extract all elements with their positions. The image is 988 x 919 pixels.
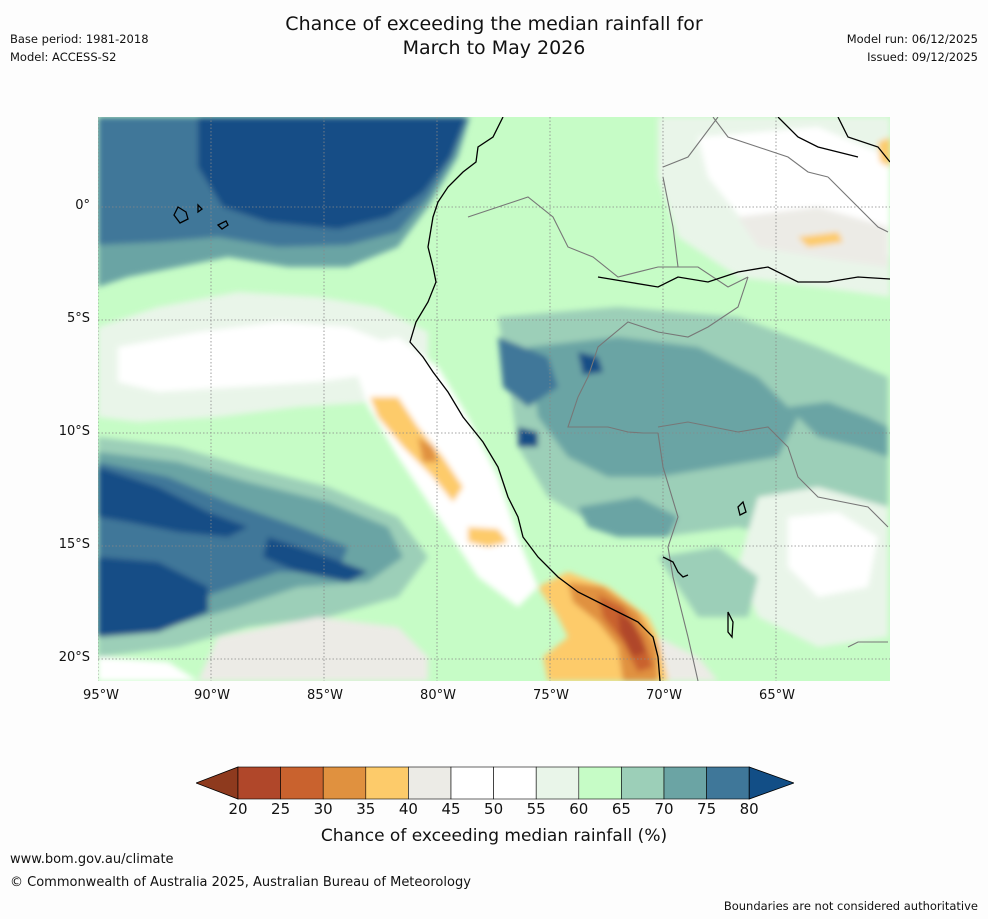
legend-tick-label: 45: [441, 800, 461, 818]
lon-label: 75°W: [533, 688, 569, 703]
legend-tick-label: 50: [484, 800, 504, 818]
lat-label: 15°S: [58, 537, 90, 552]
footer-note: Boundaries are not considered authoritat…: [723, 899, 978, 913]
lon-label: 95°W: [83, 688, 119, 703]
footer-url[interactable]: www.bom.gov.au/climate: [10, 852, 174, 867]
legend-tick-label: 55: [526, 800, 546, 818]
legend-arrow-low: [196, 766, 239, 800]
legend-tick-label: 80: [739, 800, 759, 818]
legend-swatch: [408, 766, 452, 800]
country-borders: [467, 117, 889, 681]
legend-tick-label: 75: [697, 800, 717, 818]
legend-swatch: [621, 766, 665, 800]
legend-tick-label: 30: [313, 800, 333, 818]
legend-swatch: [493, 766, 537, 800]
lon-label: 90°W: [194, 688, 230, 703]
model-name: Model: ACCESS-S2: [10, 50, 117, 64]
legend-swatch: [237, 766, 281, 800]
coastline: [173, 117, 890, 681]
title-line-2: March to May 2026: [402, 37, 586, 59]
lat-label: 0°: [75, 198, 90, 213]
rainfall-fields: [98, 117, 890, 681]
lon-label: 85°W: [307, 688, 343, 703]
lat-label: 10°S: [58, 424, 90, 439]
model-run: Model run: 06/12/2025: [846, 32, 978, 46]
graticule: [98, 117, 890, 681]
rainfall-map: [98, 117, 890, 681]
legend-swatch: [280, 766, 324, 800]
lon-label: 65°W: [759, 688, 795, 703]
lat-label: 20°S: [58, 650, 90, 665]
legend-swatch: [706, 766, 750, 800]
title-line-1: Chance of exceeding the median rainfall …: [285, 13, 703, 35]
legend-swatch: [663, 766, 707, 800]
legend-swatch: [365, 766, 409, 800]
issued-date: Issued: 09/12/2025: [867, 50, 978, 64]
legend-tick-label: 60: [569, 800, 589, 818]
lon-label: 80°W: [420, 688, 456, 703]
legend-arrow-high: [748, 766, 794, 800]
legend-swatch: [450, 766, 494, 800]
legend-title: Chance of exceeding median rainfall (%): [320, 826, 668, 846]
footer-copyright: © Commonwealth of Australia 2025, Austra…: [10, 875, 471, 890]
legend-tick-label: 70: [654, 800, 674, 818]
meta-right: Model run: 06/12/2025 Issued: 09/12/2025: [847, 30, 978, 66]
lat-label: 5°S: [66, 311, 90, 326]
legend-swatch: [535, 766, 580, 800]
legend-tick-label: 40: [398, 800, 418, 818]
lon-label: 70°W: [646, 688, 682, 703]
legend-swatch: [322, 766, 367, 800]
legend-tick-label: 20: [228, 800, 248, 818]
map-title: Chance of exceeding the median rainfall …: [0, 12, 988, 60]
legend-swatch: [578, 766, 622, 800]
meta-left: Base period: 1981-2018 Model: ACCESS-S2: [10, 30, 149, 66]
legend-tick-label: 35: [356, 800, 376, 818]
base-period: Base period: 1981-2018: [10, 32, 149, 46]
legend-colorbar: [196, 766, 794, 800]
legend-tick-label: 25: [271, 800, 291, 818]
legend-tick-label: 65: [611, 800, 631, 818]
